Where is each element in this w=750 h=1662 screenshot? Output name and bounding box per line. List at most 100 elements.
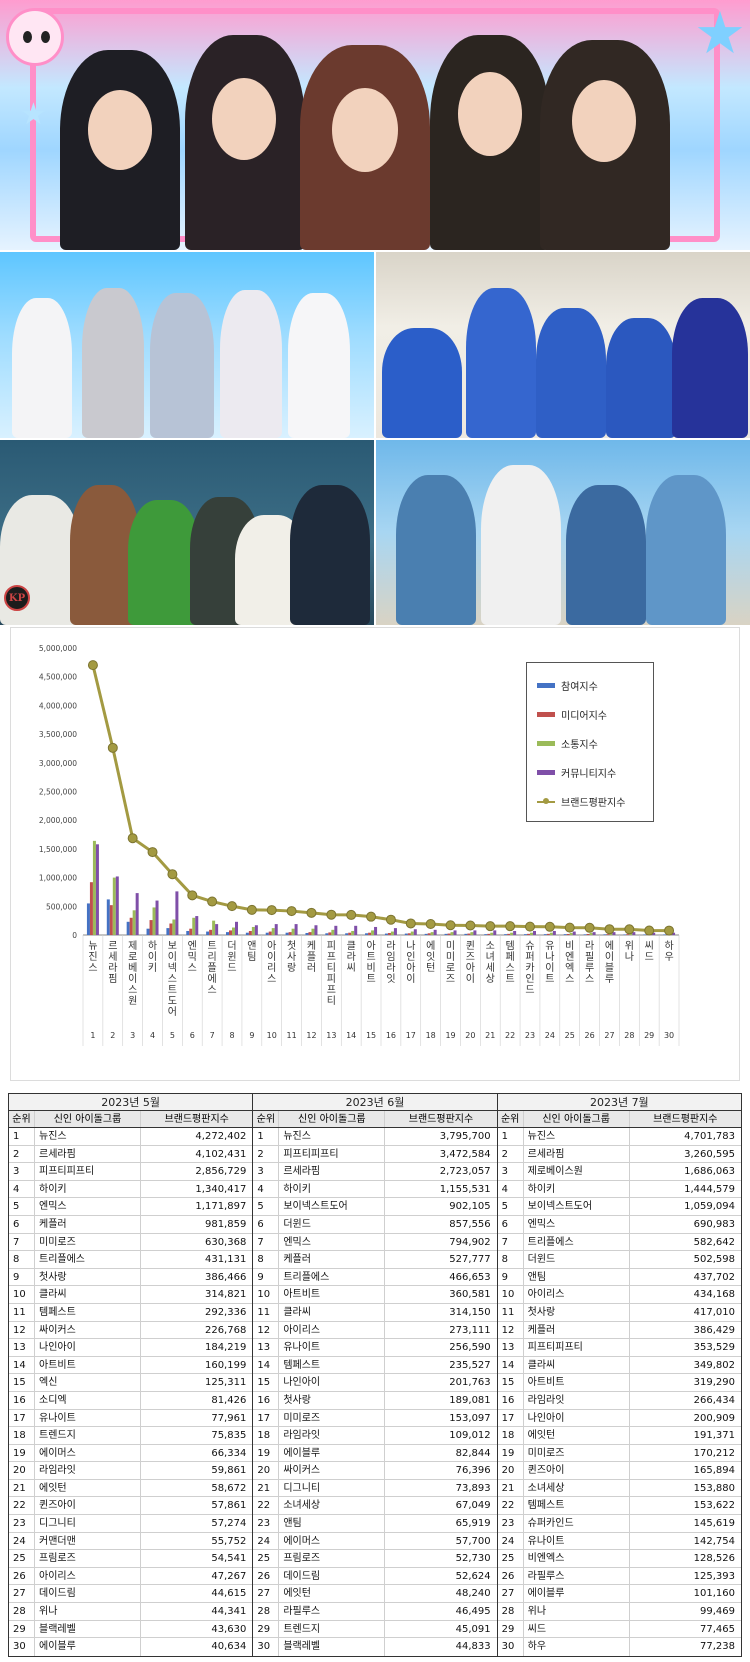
table-row: 28 위나 44,341 xyxy=(9,1603,253,1621)
cell-score: 77,465 xyxy=(699,1623,735,1635)
bar-미디어지수 xyxy=(527,933,530,935)
star-icon: ★ xyxy=(694,0,746,67)
x-category-char: 루 xyxy=(585,962,594,974)
line-point xyxy=(346,909,357,920)
x-category-char: 녀 xyxy=(486,951,495,963)
table-row: 7 트리플에스 582,642 xyxy=(497,1233,741,1252)
x-category-char: 랑 xyxy=(287,962,296,974)
x-rank-label: 25 xyxy=(565,1031,575,1040)
cell-rank: 22 xyxy=(9,1497,35,1515)
x-category-char: 진 xyxy=(88,951,97,963)
x-category-char: 믹 xyxy=(188,951,197,963)
cell-rank: 26 xyxy=(498,1567,524,1585)
cell-score: 314,821 xyxy=(204,1289,247,1301)
table-row: 5 보이넥스트도어 1,059,094 xyxy=(497,1198,741,1216)
cell-rank: 11 xyxy=(253,1303,280,1321)
cell-rank: 10 xyxy=(498,1286,524,1303)
line-point xyxy=(644,925,655,936)
x-category-char: 스 xyxy=(565,973,574,985)
cell-rank: 24 xyxy=(253,1532,280,1550)
cell-score: 349,802 xyxy=(693,1359,735,1371)
line-point xyxy=(445,920,456,931)
x-category-char: 잇 xyxy=(426,951,435,963)
header-group: 신인 아이돌그룹 xyxy=(35,1111,141,1127)
cell-score: 902,105 xyxy=(449,1201,491,1213)
table-row: 18 라임라잇 109,012 xyxy=(253,1427,497,1445)
cell-rank: 16 xyxy=(9,1391,35,1409)
x-category-char: 잇 xyxy=(386,973,395,985)
x-category-char: 비 xyxy=(366,962,375,974)
cell-score: 128,526 xyxy=(693,1553,735,1565)
y-tick-label: 3,000,000 xyxy=(39,759,77,768)
cell-group: 르세라핌 xyxy=(279,1163,386,1180)
cell-score: 4,102,431 xyxy=(195,1148,247,1160)
member-figure xyxy=(150,293,214,438)
cell-rank: 5 xyxy=(253,1198,280,1215)
table-row: 22 퀸즈아이 57,861 xyxy=(9,1497,253,1516)
header-score: 브랜드평판지수 xyxy=(408,1114,474,1125)
table-row: 16 첫사랑 189,081 xyxy=(253,1391,497,1410)
bar-미디어지수 xyxy=(606,934,610,935)
table-row: 14 아트비트 160,199 xyxy=(9,1356,253,1375)
cell-score: 266,434 xyxy=(693,1394,735,1406)
cell-rank: 2 xyxy=(9,1145,35,1163)
x-category-char: 로 xyxy=(446,963,455,974)
cell-group: 싸이커스 xyxy=(279,1462,386,1479)
x-category-char: 스 xyxy=(208,984,217,996)
line-point xyxy=(306,907,317,918)
cell-group: 커맨더맨 xyxy=(35,1532,141,1550)
cell-score: 189,081 xyxy=(449,1394,491,1406)
cell-rank: 18 xyxy=(498,1427,524,1444)
cell-group: 위나 xyxy=(524,1603,630,1620)
x-rank-label: 8 xyxy=(229,1031,234,1040)
bar-소통지수 xyxy=(629,933,633,935)
header-score: 브랜드평판지수 xyxy=(164,1114,229,1125)
cell-rank: 20 xyxy=(253,1462,280,1479)
line-point xyxy=(385,914,396,925)
cell-group: 미미로즈 xyxy=(524,1444,630,1462)
bar-커뮤니티지수 xyxy=(374,926,378,935)
cell-score: 2,856,729 xyxy=(195,1166,247,1178)
line-point xyxy=(187,890,198,901)
cell-score: 73,893 xyxy=(455,1482,491,1494)
table-row: 9 첫사랑 386,466 xyxy=(9,1268,253,1287)
cell-group: 프림로즈 xyxy=(35,1550,141,1567)
star-icon: ★ xyxy=(20,97,47,132)
group-photo-bottom-right xyxy=(376,440,750,625)
cell-score: 153,097 xyxy=(449,1412,491,1424)
x-category-char: 보 xyxy=(168,940,177,952)
cell-group: 에이블루 xyxy=(279,1444,386,1462)
cell-group: 엔믹스 xyxy=(524,1215,630,1233)
cell-rank: 25 xyxy=(9,1550,35,1567)
bar-소통지수 xyxy=(92,840,96,935)
table-row: 10 아이리스 434,168 xyxy=(497,1286,741,1304)
cell-score: 145,619 xyxy=(693,1518,735,1530)
table-row: 24 커맨더맨 55,752 xyxy=(9,1532,253,1551)
cell-score: 417,010 xyxy=(693,1306,735,1318)
bar-미디어지수 xyxy=(586,933,590,935)
table-row: 15 엑신 125,311 xyxy=(9,1374,253,1392)
x-category-char: 세 xyxy=(108,951,117,963)
bar-소통지수 xyxy=(271,928,275,935)
x-category-char: 드 xyxy=(227,963,236,974)
cell-group: 트리플에스 xyxy=(279,1268,386,1286)
member-face xyxy=(458,72,522,156)
member-figure xyxy=(128,500,200,625)
cell-score: 502,598 xyxy=(693,1254,735,1266)
cell-score: 3,260,595 xyxy=(684,1148,735,1160)
cell-rank: 18 xyxy=(9,1427,35,1444)
table-row: 22 템페스트 153,622 xyxy=(497,1497,741,1516)
bar-커뮤니티지수 xyxy=(572,931,576,935)
table-row: 21 디그니티 73,893 xyxy=(253,1479,497,1498)
x-category-char: 에 xyxy=(605,940,614,952)
cell-rank: 22 xyxy=(498,1497,524,1515)
x-category-char: 비 xyxy=(565,940,574,952)
member-figure xyxy=(82,288,144,438)
cell-rank: 21 xyxy=(9,1479,35,1497)
